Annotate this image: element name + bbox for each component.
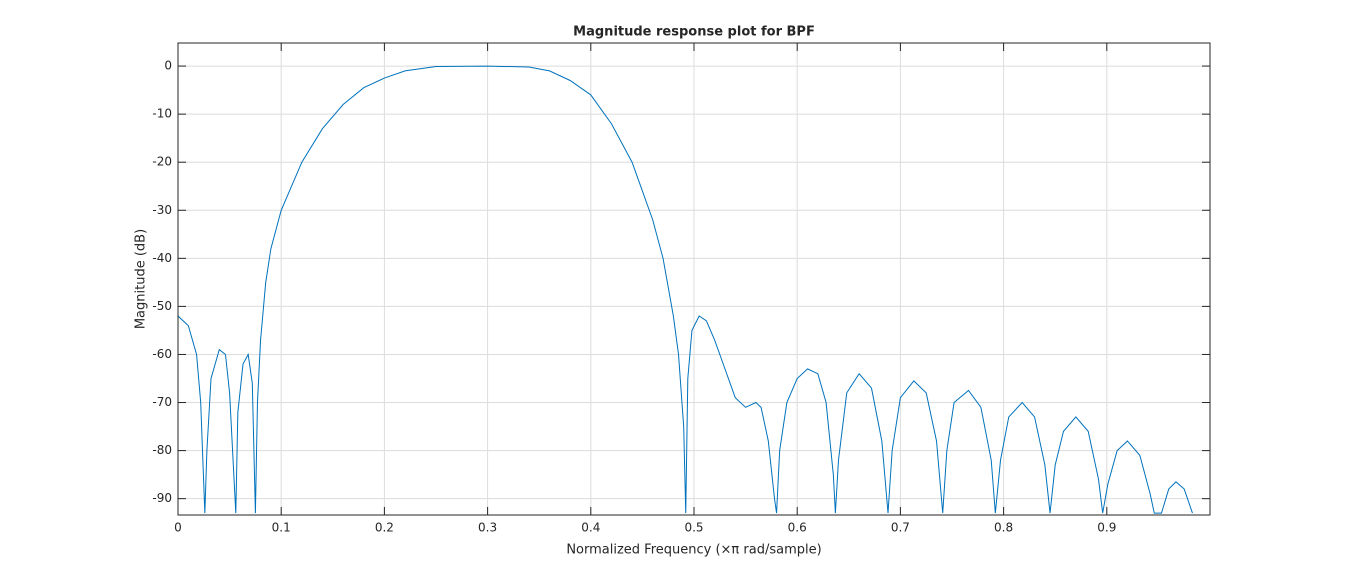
response-line [178,65,1193,514]
y-tick-label: 0 [164,59,172,73]
y-tick-label: -80 [152,443,172,457]
chart-title: Magnitude response plot for BPF [573,25,815,40]
x-tick-label: 0.5 [684,521,703,535]
y-tick-label: -30 [152,203,172,217]
y-tick-label: -60 [152,347,172,361]
x-tick-label: 0.6 [788,521,807,535]
y-tick-label: -40 [152,251,172,265]
x-tick-label: 0.1 [272,521,291,535]
x-tick-label: 0.7 [891,521,910,535]
y-tick-label: -50 [152,299,172,313]
y-tick-label: -70 [152,395,172,409]
x-tick-label: 0.2 [375,521,394,535]
x-tick-label: 0 [174,521,182,535]
y-axis-label: Magnitude (dB) [134,229,149,329]
x-tick-label: 0.3 [478,521,497,535]
x-tick-label: 0.4 [581,521,600,535]
x-tick-label: 0.9 [1097,521,1116,535]
x-axis-label: Normalized Frequency (×π rad/sample) [566,543,821,558]
y-tick-label: -20 [152,155,172,169]
y-tick-label: -10 [152,107,172,121]
x-tick-label: 0.8 [994,521,1013,535]
y-tick-label: -90 [152,491,172,505]
